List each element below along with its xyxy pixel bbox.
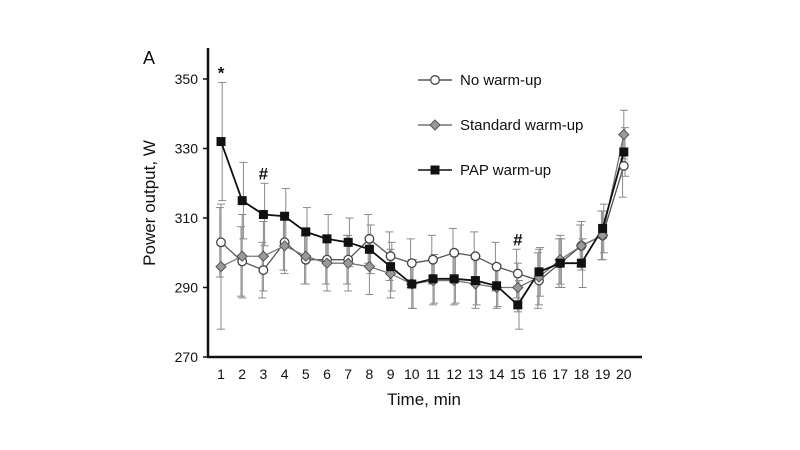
- open-circle-marker: [470, 251, 481, 262]
- diamond-marker: [300, 250, 312, 262]
- series-markers-standard-warm-up: [215, 128, 630, 294]
- x-tick-label: 7: [344, 366, 352, 382]
- x-ticks: 1 2 3 4 5 6 7 8 9 10 11 12 13 14 15 16 17 18 19 20: [217, 366, 632, 382]
- open-circle-marker: [216, 237, 226, 248]
- x-axis-label: Time, min: [387, 390, 461, 409]
- filled-square-marker: [280, 211, 290, 221]
- x-tick-label: 19: [595, 366, 611, 382]
- x-tick-label: 17: [552, 366, 568, 382]
- filled-square-marker: [237, 196, 247, 206]
- filled-square-marker: [258, 210, 268, 220]
- y-tick-label: 310: [175, 210, 199, 226]
- x-tick-label: 14: [489, 366, 505, 382]
- open-circle-marker: [491, 261, 502, 272]
- diamond-marker: [363, 260, 376, 273]
- open-circle-marker: [385, 251, 396, 262]
- x-tick-label: 18: [574, 366, 590, 382]
- y-axis-label: Power output, W: [140, 140, 159, 266]
- x-tick-label: 6: [323, 366, 331, 382]
- filled-square-marker: [216, 137, 226, 147]
- legend-item-pap-warm-up: PAP warm-up: [418, 162, 551, 179]
- legend-label: Standard warm-up: [460, 117, 583, 134]
- x-tick-label: 5: [302, 366, 310, 382]
- open-circle-marker: [449, 247, 460, 258]
- diamond-marker: [236, 250, 248, 262]
- x-tick-label: 3: [260, 366, 268, 382]
- axes: [206, 48, 642, 359]
- filled-square-marker: [428, 274, 438, 284]
- x-tick-label: 15: [510, 366, 526, 382]
- x-tick-label: 4: [281, 366, 289, 382]
- significance-marker: #: [513, 230, 523, 249]
- x-tick-label: 16: [531, 366, 547, 382]
- filled-square-marker: [301, 227, 311, 237]
- open-circle-marker: [430, 75, 440, 85]
- legend-label: PAP warm-up: [460, 162, 551, 179]
- x-tick-label: 9: [387, 366, 395, 382]
- legend-label: No warm-up: [460, 72, 542, 89]
- filled-square-marker: [513, 300, 523, 310]
- x-tick-label: 20: [616, 366, 632, 382]
- filled-square-marker: [386, 262, 396, 272]
- x-tick-label: 10: [404, 366, 420, 382]
- y-tick-label: 290: [175, 280, 199, 296]
- x-tick-label: 8: [366, 366, 374, 382]
- filled-square-marker: [576, 258, 586, 268]
- y-tick-label: 330: [175, 141, 199, 157]
- y-tick-label: 270: [175, 349, 199, 365]
- filled-square-marker: [449, 274, 459, 284]
- x-tick-label: 11: [426, 366, 441, 382]
- legend: No warm-up Standard warm-up PAP warm-up: [418, 72, 583, 179]
- filled-square-marker: [492, 281, 502, 291]
- diamond-marker: [342, 257, 354, 269]
- x-tick-label: 2: [238, 366, 246, 382]
- significance-marker: #: [259, 164, 269, 183]
- x-tick-label: 1: [217, 366, 225, 382]
- diamond-marker: [575, 240, 588, 252]
- open-circle-marker: [364, 233, 375, 244]
- diamond-marker: [618, 128, 630, 141]
- series-layer: [215, 81, 630, 330]
- diamond-marker: [257, 250, 270, 262]
- filled-square-marker: [343, 237, 353, 247]
- filled-square-marker: [555, 258, 565, 268]
- open-circle-marker: [258, 265, 269, 276]
- filled-square-marker: [430, 165, 440, 175]
- legend-item-standard-warm-up: Standard warm-up: [418, 117, 583, 134]
- series-markers-no-warm-up: [216, 160, 629, 286]
- filled-square-marker: [598, 223, 608, 233]
- open-circle-marker: [512, 268, 523, 279]
- panel-label: A: [143, 48, 155, 68]
- x-tick-label: 13: [468, 366, 484, 382]
- diamond-marker: [429, 119, 441, 131]
- filled-square-marker: [534, 267, 544, 277]
- filled-square-marker: [364, 244, 374, 254]
- significance-marker: *: [218, 63, 225, 82]
- filled-square-marker: [407, 279, 417, 289]
- diamond-marker: [512, 281, 524, 294]
- filled-square-marker: [322, 234, 332, 244]
- error-bars-standard-warm-up: [217, 109, 628, 330]
- series-line-pap-warm-up: [220, 141, 625, 307]
- y-ticks: 270 290 310 330 350: [175, 71, 208, 365]
- diamond-marker: [278, 240, 291, 252]
- legend-item-no-warm-up: No warm-up: [418, 72, 542, 89]
- open-circle-marker: [428, 254, 438, 265]
- open-circle-marker: [406, 258, 417, 269]
- open-circle-marker: [618, 160, 629, 171]
- filled-square-marker: [470, 276, 480, 286]
- filled-square-marker: [619, 147, 629, 157]
- annotation-layer: * # #: [218, 63, 523, 249]
- diamond-marker: [321, 257, 333, 269]
- x-tick-label: 12: [446, 366, 462, 382]
- y-tick-label: 350: [175, 71, 199, 87]
- diamond-marker: [215, 260, 227, 273]
- series-markers-pap-warm-up: [216, 137, 629, 310]
